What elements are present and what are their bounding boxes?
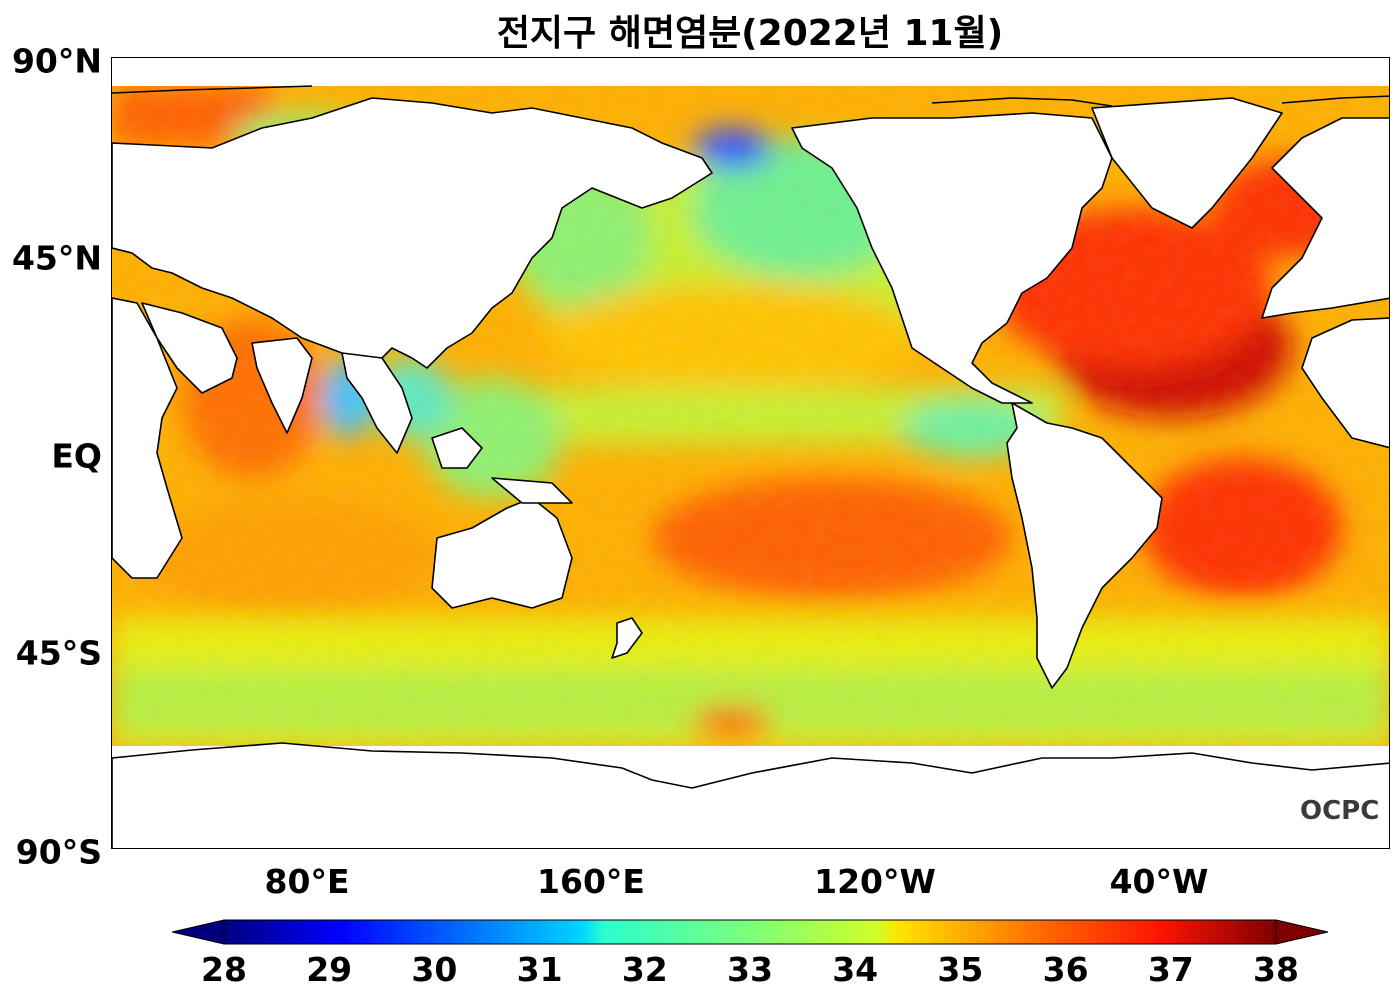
map-title: 전지구 해면염분(2022년 11월) [496,13,1004,54]
ocpc-logo: OCPC [1300,796,1380,826]
x-tick-120w: 120°W [814,862,936,901]
colorbar-gradient [223,919,1277,945]
y-tick-90n: 90°N [11,41,102,81]
salinity-map [111,57,1390,849]
coastlines [112,85,1389,107]
colorbar [172,919,1328,945]
colorbar-tick-label: 33 [727,950,773,989]
y-tick-45s: 45°S [15,633,102,673]
colorbar-tick-label: 36 [1042,950,1089,989]
colorbar-tick-label: 34 [832,950,879,989]
x-tick-160e: 160°E [537,862,645,901]
colorbar-extend-min [172,919,225,945]
colorbar-tick-label: 32 [621,950,668,989]
salinity-map-svg [112,85,1389,848]
colorbar-tick-label: 35 [937,950,984,989]
colorbar-tick-label: 29 [306,950,353,989]
y-tick-90s: 90°S [15,832,102,872]
x-tick-40w: 40°W [1109,862,1209,901]
land-masses [112,97,1389,848]
y-tick-45n: 45°N [11,238,102,278]
x-tick-80e: 80°E [264,862,350,901]
colorbar-tick-label: 31 [516,950,563,989]
y-tick-eq: EQ [51,436,102,476]
colorbar-tick-label: 38 [1253,950,1299,989]
colorbar-extend-max [1275,919,1328,945]
colorbar-tick-label: 30 [411,950,458,989]
colorbar-tick-label: 37 [1147,950,1194,989]
colorbar-tick-label: 28 [201,950,247,989]
